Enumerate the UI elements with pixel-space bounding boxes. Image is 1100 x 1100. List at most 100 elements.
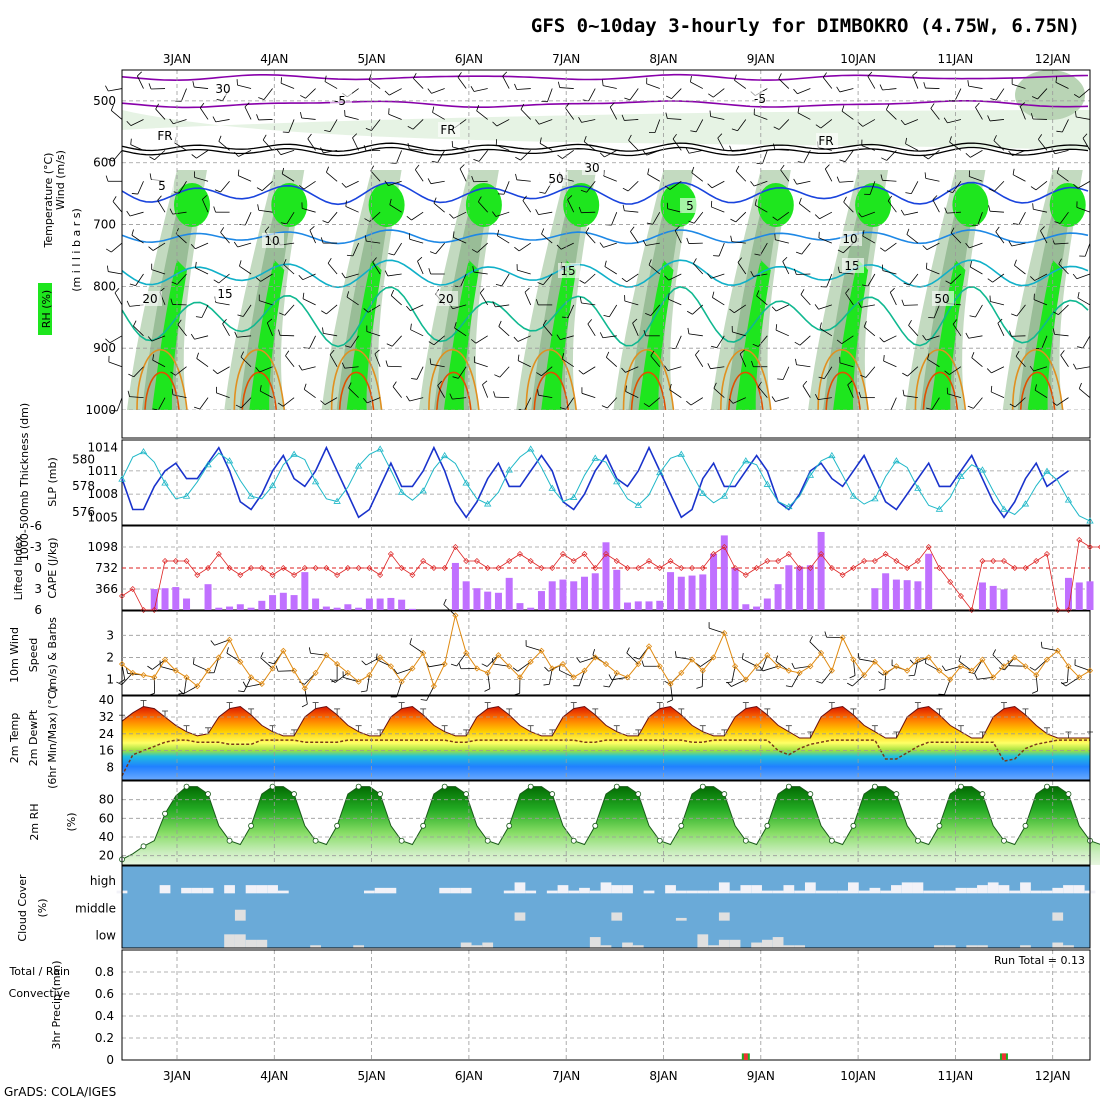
contour-label: 30 bbox=[584, 161, 599, 175]
precip-y-label: 3hr Precip (mm) bbox=[50, 960, 63, 1049]
rh2m-tick: 40 bbox=[99, 830, 114, 844]
contour-25 bbox=[428, 348, 480, 411]
wind-barb-flag bbox=[264, 226, 270, 232]
wind-barb bbox=[735, 170, 747, 182]
wind-barb-flag bbox=[672, 133, 677, 140]
wind-barb bbox=[732, 397, 746, 404]
wind-barb-flag bbox=[502, 71, 508, 77]
wind-barb-flag bbox=[363, 308, 369, 313]
cloud-bar-high bbox=[998, 885, 1010, 894]
wind-barb-flag bbox=[771, 306, 777, 312]
wind-barb-flag bbox=[234, 331, 238, 338]
wind-barb bbox=[259, 366, 273, 373]
wind-barb bbox=[839, 180, 854, 183]
day-label-top: 12JAN bbox=[1035, 52, 1071, 66]
cape-bar bbox=[226, 606, 234, 610]
wind-barb bbox=[821, 670, 833, 684]
cloud-bar-high bbox=[159, 885, 171, 894]
wind-barb bbox=[1033, 299, 1048, 306]
cape-bar bbox=[527, 607, 535, 610]
wind-barb-flag bbox=[428, 341, 435, 346]
cloud-bar-high bbox=[869, 887, 881, 894]
contour-label-bg bbox=[262, 233, 284, 248]
wind-barb bbox=[650, 355, 661, 367]
wind-barb bbox=[862, 119, 876, 127]
cape-bar bbox=[989, 585, 997, 610]
wind-barb-flag bbox=[713, 382, 717, 389]
wind-barb-flag bbox=[110, 104, 114, 111]
lifted-index-point bbox=[925, 544, 932, 550]
slp-thick-label: 1000-500mb Thickness (dm) bbox=[18, 403, 31, 561]
lifted-index-point bbox=[323, 565, 330, 571]
wind-barb bbox=[820, 119, 833, 129]
dewpoint-line bbox=[121, 739, 1090, 777]
wind-barb-flag bbox=[515, 173, 518, 180]
cloud-bar-high bbox=[901, 882, 913, 894]
wind-barb-flag bbox=[836, 176, 840, 183]
lifted-index-point bbox=[796, 565, 803, 571]
cloud-bar-high bbox=[794, 890, 805, 894]
cloud-label-1: Cloud Cover bbox=[16, 874, 29, 942]
wind-barb-flag bbox=[1014, 259, 1017, 266]
upper-frame bbox=[121, 69, 1091, 439]
lifted-index-tick: -6 bbox=[30, 519, 42, 533]
wind-barb bbox=[177, 324, 187, 337]
wind-barb-flag bbox=[496, 229, 500, 236]
wind-barb-flag bbox=[578, 369, 584, 375]
cloud-bar-high bbox=[675, 890, 687, 894]
wind-barb-flag bbox=[190, 244, 196, 250]
cloud-frame bbox=[121, 865, 1091, 949]
wind-barb bbox=[977, 212, 983, 226]
wind-barb bbox=[345, 273, 359, 279]
wind10m-panel: 321 bbox=[106, 598, 1094, 708]
wind-barb bbox=[731, 679, 746, 687]
cloud-bar-high bbox=[944, 890, 956, 894]
wind-barb-flag bbox=[234, 151, 239, 157]
cape-bar bbox=[494, 592, 502, 610]
wind-barb-flag bbox=[213, 279, 220, 284]
rh2m-point bbox=[850, 822, 857, 829]
wind-barb bbox=[1033, 208, 1048, 213]
cape-bar bbox=[903, 580, 911, 610]
wind-barb-flag bbox=[556, 334, 561, 340]
lifted-index-point bbox=[172, 558, 179, 564]
wind-barb bbox=[130, 144, 144, 151]
wind-barb bbox=[129, 211, 144, 217]
wind10-speed-line bbox=[121, 615, 1091, 690]
wind-barb bbox=[809, 641, 822, 654]
lifted-index-point bbox=[775, 558, 782, 564]
wind-barb bbox=[671, 88, 682, 99]
lifted-index-point bbox=[334, 572, 341, 578]
wind-barb bbox=[903, 395, 918, 399]
wind-barb-flag bbox=[695, 350, 700, 356]
wind-barb-flag bbox=[990, 98, 997, 101]
wind-barb bbox=[561, 358, 574, 368]
wind10-speed-point bbox=[828, 667, 835, 674]
wind-barb bbox=[739, 353, 747, 367]
wind-barb bbox=[861, 145, 876, 151]
rh2m-point bbox=[936, 822, 943, 829]
wind-barb bbox=[624, 300, 639, 306]
wind-barb bbox=[737, 262, 747, 275]
wind-barb bbox=[1038, 139, 1048, 151]
wind-barb bbox=[199, 107, 209, 120]
wind-barb bbox=[160, 666, 176, 672]
wind-barb-flag bbox=[647, 168, 650, 175]
wind-barb-flag bbox=[599, 332, 604, 338]
day-label-top: 5JAN bbox=[358, 52, 386, 66]
wind-barb-flag bbox=[278, 329, 281, 336]
wind-barb-flag bbox=[309, 225, 315, 231]
wind10-tick: 1 bbox=[106, 673, 114, 687]
wind-barb bbox=[602, 85, 617, 89]
cape-bar bbox=[1086, 581, 1094, 610]
wind-barb-flag bbox=[1052, 328, 1055, 335]
wind-barb-flag bbox=[902, 372, 908, 377]
wind-barb-flag bbox=[885, 104, 890, 110]
lifted-index-point bbox=[721, 544, 728, 550]
wind-barb-flag bbox=[105, 338, 111, 344]
wind-barb bbox=[841, 110, 854, 120]
wind-barb-flag bbox=[137, 71, 142, 77]
wind-barb-flag bbox=[514, 83, 518, 90]
wind-barb bbox=[609, 106, 618, 120]
